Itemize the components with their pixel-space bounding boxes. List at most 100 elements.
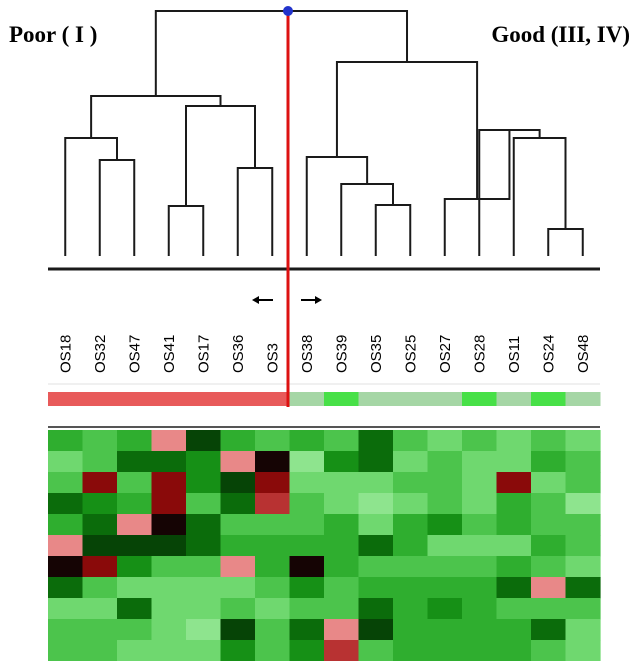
heatmap-cell — [255, 493, 291, 515]
heatmap-cell — [393, 430, 429, 452]
heatmap-cell — [393, 493, 429, 515]
heatmap-cell — [462, 493, 498, 515]
heatmap-cell — [186, 514, 222, 536]
heatmap-cell — [393, 577, 429, 599]
heatmap-cell — [82, 451, 118, 473]
heatmap-cell — [358, 451, 394, 473]
heatmap-cell — [220, 472, 256, 494]
dendrogram-branch — [90, 95, 222, 138]
heatmap-cell — [255, 556, 291, 578]
heatmap-cell — [496, 430, 532, 452]
heatmap-cell — [393, 472, 429, 494]
class-bar-segment — [531, 392, 566, 406]
heatmap-cell — [117, 493, 153, 515]
heatmap-cell — [117, 535, 153, 557]
heatmap-cell — [255, 619, 291, 641]
heatmap-cell — [117, 556, 153, 578]
heatmap-cell — [255, 430, 291, 452]
heatmap-cell — [496, 514, 532, 536]
heatmap-cell — [151, 598, 187, 620]
heatmap-cell — [289, 430, 325, 452]
heatmap-cell — [151, 472, 187, 494]
heatmap-cell — [531, 598, 567, 620]
sample-label: OS17 — [195, 335, 212, 373]
heatmap-cell — [427, 577, 463, 599]
heatmap-cell — [427, 640, 463, 661]
heatmap-cell — [82, 598, 118, 620]
heatmap-cell — [496, 640, 532, 661]
heatmap-cell — [255, 640, 291, 661]
sample-label: OS11 — [506, 336, 523, 373]
class-bar — [48, 392, 601, 406]
heatmap-cell — [462, 598, 498, 620]
heatmap-cell — [462, 430, 498, 452]
heatmap-cell — [48, 619, 84, 641]
dendrogram-branch — [340, 183, 394, 256]
heatmap-cell — [427, 493, 463, 515]
heatmap-cell — [496, 472, 532, 494]
heatmap-cell — [220, 493, 256, 515]
heatmap-cell — [393, 514, 429, 536]
heatmap-cell — [427, 514, 463, 536]
class-bar-segment — [82, 392, 118, 406]
heatmap-cell — [565, 619, 601, 641]
heatmap-cell — [220, 451, 256, 473]
heatmap-cell — [151, 556, 187, 578]
heatmap-cell — [151, 577, 187, 599]
heatmap-cell — [220, 430, 256, 452]
heatmap-cell — [48, 451, 84, 473]
heatmap-cell — [255, 514, 291, 536]
class-bar-segment — [117, 392, 152, 406]
heatmap-cell — [324, 535, 360, 557]
sample-label: OS39 — [333, 335, 350, 373]
heatmap-cell — [496, 598, 532, 620]
heatmap-cell — [186, 493, 222, 515]
heatmap-cell — [151, 451, 187, 473]
sample-label: OS25 — [402, 335, 419, 373]
heatmap-cell — [289, 514, 325, 536]
heatmap-cell — [82, 472, 118, 494]
heatmap-cell — [289, 619, 325, 641]
root-node-marker-icon — [283, 6, 293, 16]
heatmap-cell — [220, 640, 256, 661]
sample-label: OS48 — [575, 335, 592, 373]
heatmap-cell — [186, 619, 222, 641]
heatmap-cell — [462, 556, 498, 578]
heatmap-cell — [531, 619, 567, 641]
heatmap-cell — [427, 472, 463, 494]
sample-labels: OS18 OS32 OS47 OS41 OS17 OS36 OS3 OS38 OS39 OS35 O… — [57, 335, 592, 373]
heatmap-cell — [531, 514, 567, 536]
dendrogram-branch — [547, 228, 584, 256]
heatmap-cell — [427, 535, 463, 557]
heatmap-cell — [393, 640, 429, 661]
dendrogram-branch — [154, 10, 409, 96]
heatmap-cell — [151, 535, 187, 557]
heatmap-cell — [82, 619, 118, 641]
class-bar-segment — [565, 392, 601, 406]
heatmap-cell — [324, 556, 360, 578]
heatmap-cell — [358, 577, 394, 599]
heatmap-cell — [324, 493, 360, 515]
heatmap-cell — [117, 514, 153, 536]
heatmap-cell — [48, 472, 84, 494]
heatmap-cell — [427, 619, 463, 641]
heatmap-cell — [117, 577, 153, 599]
sample-label: OS36 — [230, 335, 247, 373]
heatmap-cell — [220, 556, 256, 578]
heatmap-cell — [393, 451, 429, 473]
heatmap-cell — [82, 535, 118, 557]
heatmap-cell — [324, 430, 360, 452]
heatmap-cell — [220, 598, 256, 620]
heatmap-cell — [565, 472, 601, 494]
sample-label: OS27 — [437, 335, 454, 373]
heatmap-cell — [393, 535, 429, 557]
direction-arrows — [252, 296, 322, 304]
heatmap-cell — [462, 535, 498, 557]
heatmap-cell — [462, 640, 498, 661]
heatmap-cell — [531, 640, 567, 661]
dendrogram-branch — [335, 61, 479, 199]
heatmap-cell — [186, 472, 222, 494]
heatmap-cell — [462, 472, 498, 494]
dendrogram-branch — [236, 167, 274, 256]
